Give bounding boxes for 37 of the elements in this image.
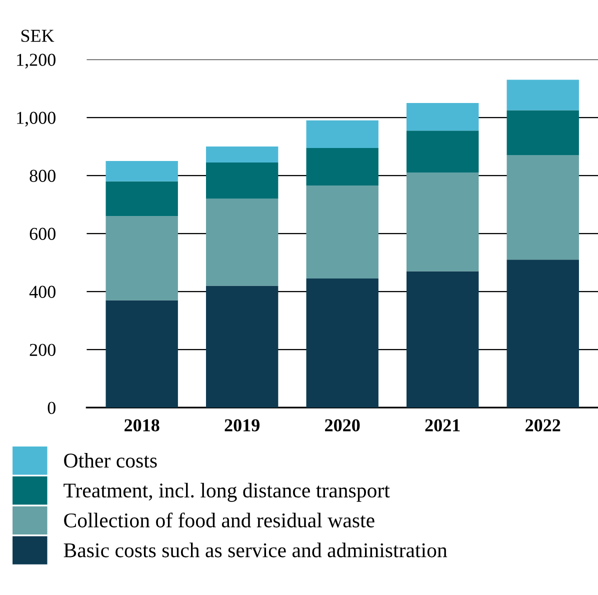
bar [406,271,479,408]
bar [106,216,178,300]
x-tick-label: 2020 [325,419,360,432]
y-tick-label: 200 [30,344,56,356]
legend-label: Other costs [64,452,157,468]
y-axis-title: SEK [21,30,54,42]
y-tick-label: 1,200 [17,54,56,69]
y-tick-label: 0 [48,402,56,414]
bar [406,130,479,173]
bar [106,161,178,182]
bar [506,260,579,408]
x-tick-label: 2019 [224,419,260,432]
bar [206,198,278,286]
bar [306,278,378,408]
bar [206,146,278,162]
bar [106,300,178,408]
y-tick-label: 800 [30,170,56,182]
legend-label: Collection of food and residual waste [64,512,374,528]
bar [406,103,479,131]
bar [406,172,479,272]
legend-label: Treatment, incl. long distance transport [64,482,390,502]
bar [206,286,278,408]
bar [506,155,579,260]
x-tick-label: 2022 [526,419,560,432]
y-tick-label: 400 [29,286,56,298]
bar [306,120,378,148]
legend-label: Basic costs such as service and administration [64,542,448,558]
bar [106,181,178,216]
y-tick-label: 1,000 [17,112,56,127]
bar [506,110,579,156]
bar [206,162,278,199]
x-tick-label: 2018 [124,419,160,432]
y-tick-label: 600 [30,228,56,240]
bar [306,186,378,278]
bar [306,148,378,186]
x-tick-label: 2021 [425,419,460,432]
bar [506,80,579,110]
